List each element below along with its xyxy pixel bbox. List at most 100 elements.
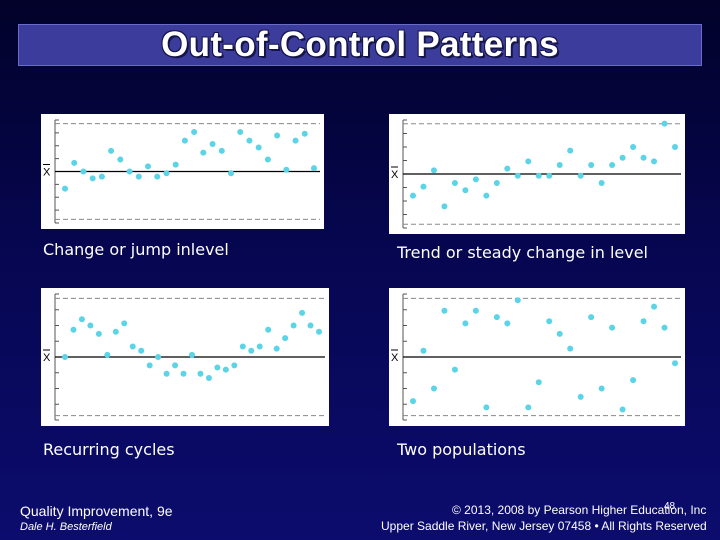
title-bar: Out-of-Control Patterns <box>18 24 702 66</box>
chart-trend: X <box>391 119 681 229</box>
jump-point <box>301 130 308 137</box>
cycles-point <box>78 316 85 323</box>
pops-point <box>410 398 416 405</box>
pops-point <box>567 345 574 352</box>
cycles-point <box>62 354 68 360</box>
trend-point <box>619 154 626 161</box>
jump-point <box>181 137 188 144</box>
jump-point <box>228 170 234 177</box>
cycles-point <box>112 328 119 335</box>
chart-panel-cycles: X <box>41 288 329 426</box>
caption-pops: Two populations <box>397 440 526 459</box>
chart-panel-jump: X <box>41 114 324 229</box>
jump-point <box>283 166 290 173</box>
trend-point <box>609 162 616 168</box>
cycles-point <box>316 328 322 335</box>
pops-point <box>630 377 637 384</box>
trend-point <box>651 158 658 165</box>
cycles-point <box>121 320 128 327</box>
pops-point <box>483 404 490 411</box>
trend-center-label: X <box>391 169 399 181</box>
cycles-point <box>239 343 246 350</box>
trend-point <box>577 172 584 179</box>
jump-point <box>80 168 87 175</box>
jump-point <box>135 173 142 180</box>
cycles-point <box>299 309 306 316</box>
trend-point <box>640 154 647 161</box>
cycles-point <box>265 326 272 333</box>
page-number: 48 <box>664 501 676 512</box>
cycles-point <box>273 345 280 352</box>
chart-panel-pops: X <box>389 288 685 426</box>
pops-point <box>525 404 532 411</box>
trend-point <box>598 180 605 186</box>
pops-point <box>504 320 511 327</box>
pops-point <box>609 324 616 331</box>
cycles-point <box>138 347 145 354</box>
jump-point <box>237 129 244 136</box>
pops-point <box>441 307 448 314</box>
caption-cycles: Recurring cycles <box>43 440 175 459</box>
jump-point <box>264 156 271 163</box>
cycles-point <box>87 322 94 329</box>
jump-point <box>108 147 115 154</box>
jump-point <box>246 137 253 144</box>
jump-point <box>89 175 96 182</box>
pops-point <box>451 366 458 373</box>
cycles-center-label: X <box>43 352 51 364</box>
cycles-point <box>70 326 77 333</box>
jump-point <box>311 165 317 172</box>
pops-point <box>472 307 479 314</box>
trend-point <box>546 172 553 179</box>
cycles-point <box>256 343 263 350</box>
jump-point <box>255 144 262 151</box>
jump-point <box>126 168 133 175</box>
pops-point <box>619 406 626 413</box>
pops-point <box>640 318 647 325</box>
pops-point <box>588 314 595 321</box>
pops-point <box>546 318 553 325</box>
cycles-point <box>155 354 162 360</box>
jump-point <box>71 159 78 166</box>
jump-point <box>172 161 179 168</box>
cycles-point <box>290 322 297 329</box>
trend-point <box>525 158 532 165</box>
pops-point <box>672 360 678 367</box>
cycles-point <box>129 343 136 350</box>
trend-point <box>535 172 542 179</box>
jump-point <box>154 173 161 180</box>
pops-center-label: X <box>391 352 399 364</box>
cycles-point <box>248 347 255 354</box>
pops-point <box>420 347 427 354</box>
pops-point <box>651 303 658 310</box>
jump-point <box>218 147 225 154</box>
trend-point <box>556 162 563 168</box>
trend-point <box>430 167 437 174</box>
pops-point <box>556 330 563 337</box>
pops-point <box>598 385 605 392</box>
cycles-point <box>222 366 229 373</box>
jump-point <box>163 170 170 177</box>
trend-point <box>672 144 678 150</box>
jump-point <box>191 129 198 136</box>
slide-title: Out-of-Control Patterns <box>161 25 559 64</box>
pops-point <box>661 324 668 331</box>
footer-author: Dale H. Besterfield <box>20 521 112 533</box>
pops-point <box>493 314 500 321</box>
caption-jump: Change or jump inlevel <box>43 240 229 259</box>
cycles-point <box>231 362 238 369</box>
trend-point <box>493 180 500 186</box>
footer-book-title: Quality Improvement, 9e <box>20 503 173 519</box>
pops-point <box>577 393 584 400</box>
cycles-point <box>180 370 187 377</box>
trend-point <box>588 162 595 168</box>
trend-point <box>472 176 479 183</box>
trend-point <box>630 144 637 150</box>
cycles-point <box>205 375 212 381</box>
jump-point <box>200 149 207 156</box>
trend-point <box>514 172 521 179</box>
jump-point <box>145 163 151 170</box>
trend-point <box>441 203 448 210</box>
chart-cycles: X <box>43 293 325 421</box>
cycles-point <box>146 362 153 369</box>
